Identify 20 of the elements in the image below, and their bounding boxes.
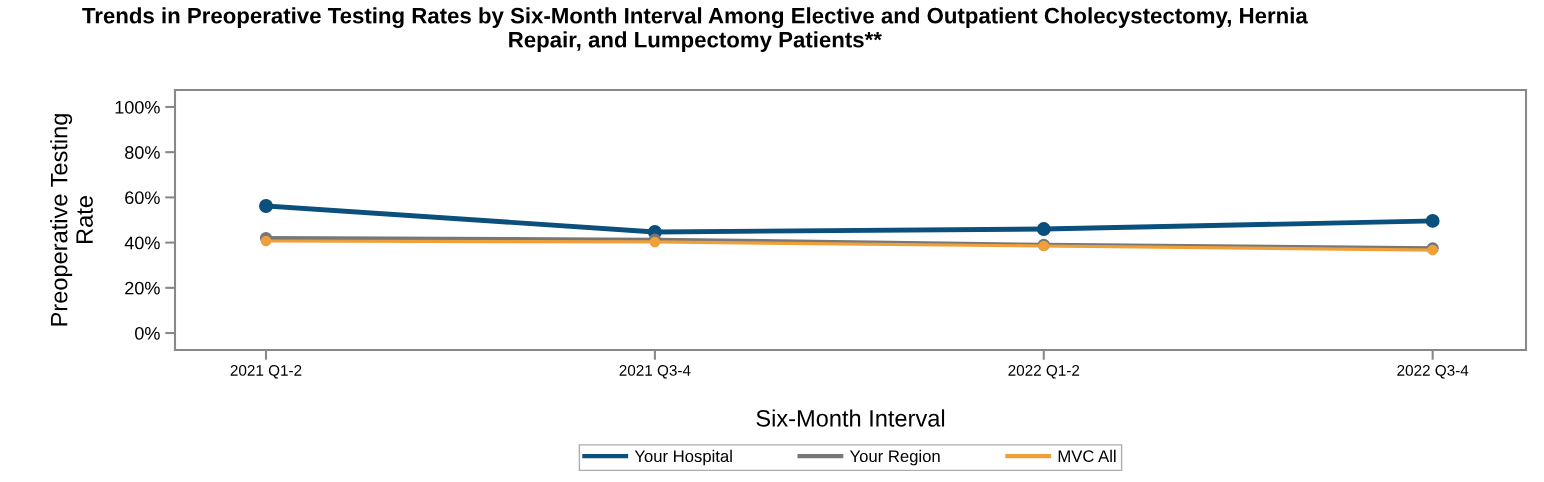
point — [1425, 213, 1440, 228]
x-tick-label: 2021 Q1-2 — [230, 364, 302, 379]
x-tick-label: 2021 Q3-4 — [619, 364, 691, 379]
point — [259, 199, 273, 213]
y-tick-label: 20% — [125, 281, 160, 295]
chart-title: Trends in Preoperative Testing Rates by Six-Month Interval Among Elective and Outpatient Cholecystectomy, Hernia Repair, and Lumpectomy Patients** — [82, 7, 1308, 52]
y-axis-title: Preoperative Testing Rate — [50, 114, 93, 326]
legend-label: Your Region — [849, 449, 940, 466]
point — [1036, 222, 1051, 236]
x-tick-label: 2022 Q1-2 — [1008, 364, 1080, 379]
point — [260, 235, 272, 247]
legend-label: Your Hospital — [634, 449, 732, 466]
y-tick-label: 60% — [125, 191, 160, 205]
y-tick-label: 40% — [124, 236, 160, 250]
x-tick-label: 2022 Q3-4 — [1397, 364, 1469, 379]
y-tick-label: 100% — [115, 100, 160, 114]
y-tick-label: 80% — [125, 146, 160, 159]
x-axis-title: Six-Month Interval — [756, 409, 945, 427]
legend-label: MVC All — [1058, 449, 1116, 463]
y-tick-label: 0% — [135, 326, 160, 340]
